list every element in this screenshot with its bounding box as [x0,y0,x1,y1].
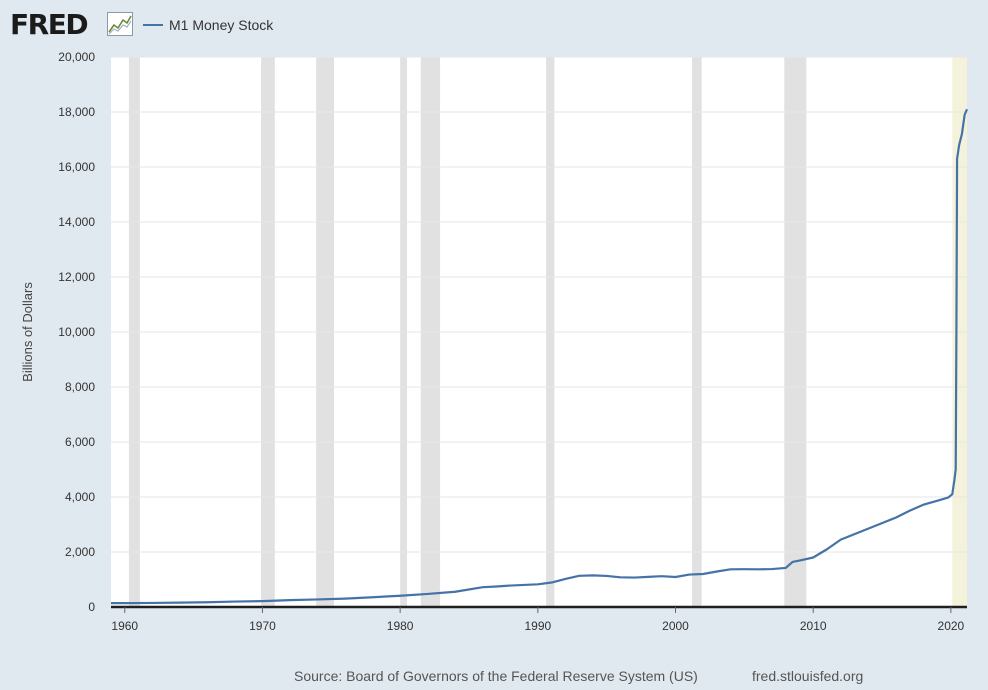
y-tick-label: 18,000 [58,105,95,119]
x-tick-label: 2010 [800,619,827,633]
footer-url[interactable]: fred.stlouisfed.org [752,668,864,684]
legend-swatch [143,24,163,26]
y-tick-label: 14,000 [58,215,95,229]
y-tick-label: 0 [88,600,95,614]
series-line-m1 [111,108,969,605]
x-tick-label: 2000 [662,619,689,633]
y-axis-ticks: 0 2,000 4,000 6,000 8,000 10,000 12,000 14,000 1… [58,50,95,614]
x-tick-label: 1990 [524,619,551,633]
footer-source: Source: Board of Governors of the Federa… [294,668,698,684]
y-tick-label: 4,000 [65,490,95,504]
legend-label: M1 Money Stock [169,17,274,33]
y-tick-label: 12,000 [58,270,95,284]
x-tick-label: 1960 [111,619,138,633]
y-tick-label: 10,000 [58,325,95,339]
x-tick-label: 2020 [938,619,965,633]
y-tick-label: 16,000 [58,160,95,174]
chart-header: FRED M1 Money Stock [10,8,610,42]
x-tick-label: 1970 [249,619,276,633]
gridlines [111,56,967,553]
graph-line-icon [107,12,133,36]
y-tick-label: 20,000 [58,50,95,64]
x-axis-ticks: 1960 1970 1980 1990 2000 2010 2020 [111,607,965,633]
x-tick-label: 1980 [387,619,414,633]
y-tick-label: 8,000 [65,380,95,394]
y-tick-label: 2,000 [65,545,95,559]
series-layer [111,108,969,605]
fred-logo[interactable]: FRED [10,8,89,41]
y-axis-label: Billions of Dollars [20,282,35,382]
y-tick-label: 6,000 [65,435,95,449]
